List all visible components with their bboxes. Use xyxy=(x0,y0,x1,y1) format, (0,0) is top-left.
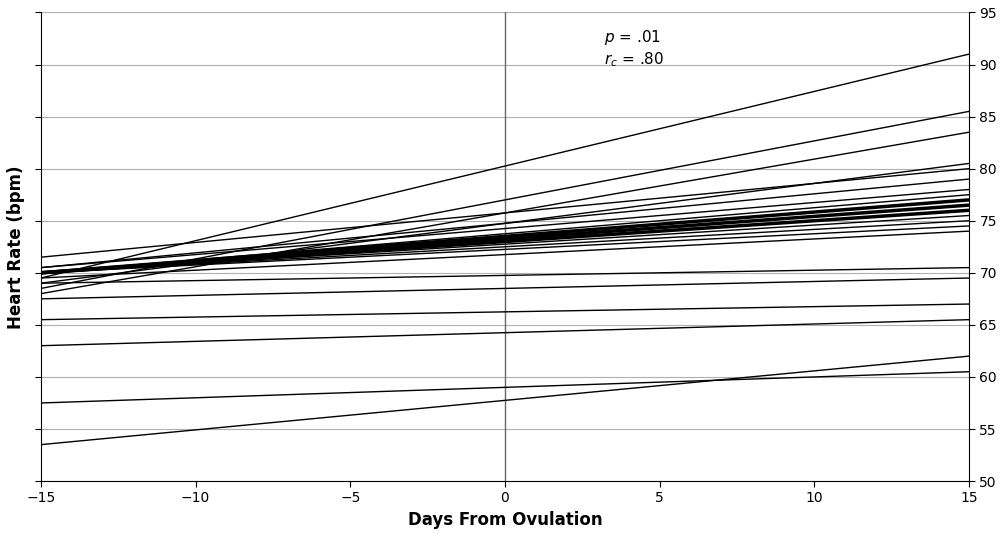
Text: $\mathit{p}$ = .01
$r_c$ = .80: $\mathit{p}$ = .01 $r_c$ = .80 xyxy=(604,28,663,69)
X-axis label: Days From Ovulation: Days From Ovulation xyxy=(407,511,602,529)
Y-axis label: Heart Rate (bpm): Heart Rate (bpm) xyxy=(7,165,25,329)
